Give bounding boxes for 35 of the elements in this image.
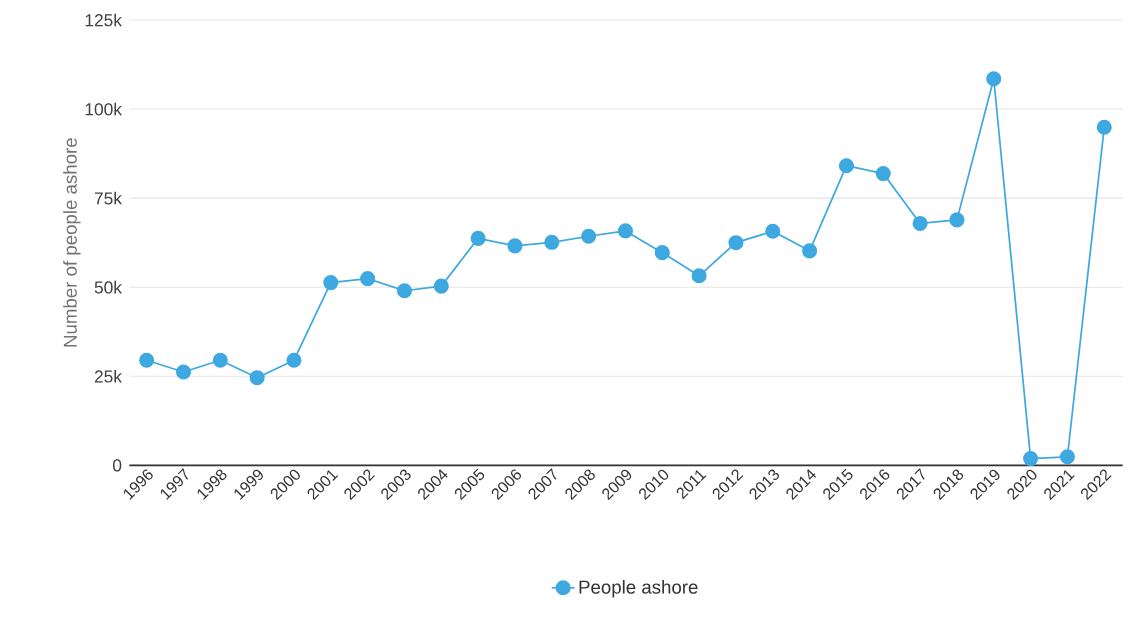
point (1059, 449, 1075, 465)
point (286, 352, 302, 368)
y-tick-label: 25k (94, 370, 122, 383)
point (396, 283, 412, 299)
point (1023, 451, 1039, 467)
point (875, 166, 891, 182)
y-tick-label: 75k (94, 191, 122, 205)
point (507, 238, 523, 254)
y-tick-label: 50k (94, 280, 122, 294)
point (654, 245, 670, 261)
point (1096, 119, 1112, 135)
point (986, 71, 1002, 87)
point (360, 271, 376, 287)
y-tick-label: 0 (113, 459, 122, 472)
point (139, 352, 155, 368)
y-tick-label: 100k (85, 102, 122, 116)
point (323, 275, 339, 291)
point (838, 158, 854, 174)
point (175, 364, 192, 380)
point (728, 235, 744, 251)
point (912, 216, 928, 232)
point (765, 223, 781, 239)
point (581, 228, 597, 244)
point (249, 370, 265, 386)
point (433, 278, 449, 294)
point (470, 231, 486, 247)
legend-label: People ashore (579, 580, 698, 598)
y-axis-title: Number of people ashore (63, 138, 81, 347)
point (544, 234, 560, 251)
point (212, 352, 228, 368)
y-tick-label: 125k (85, 13, 122, 27)
point (949, 212, 965, 228)
point (617, 223, 633, 239)
point (691, 268, 707, 284)
point (802, 243, 818, 259)
